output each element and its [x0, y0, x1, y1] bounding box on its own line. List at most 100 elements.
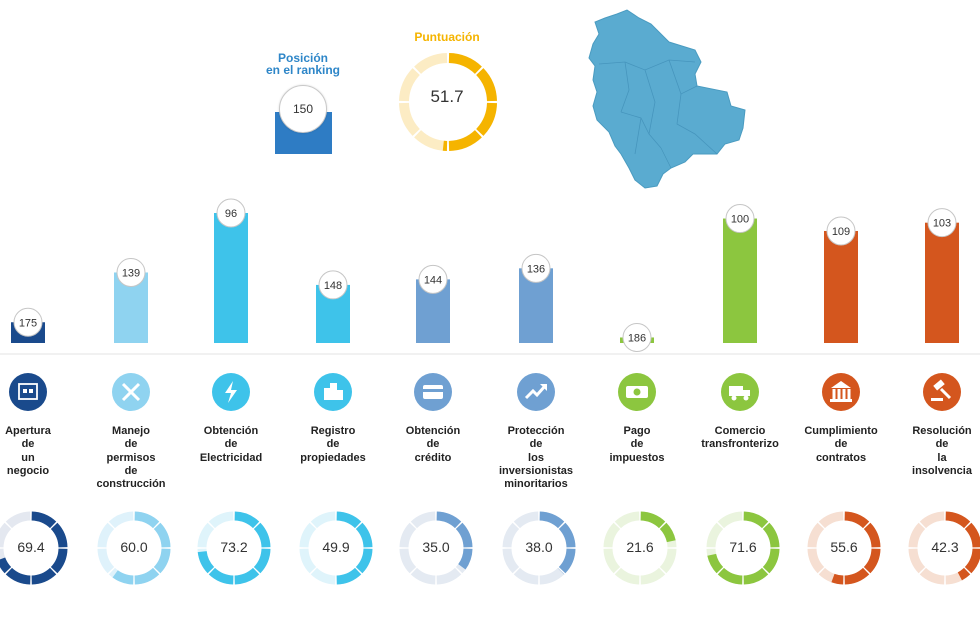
indicator-donut-value-arc: [458, 548, 473, 570]
indicator-label-line: propiedades: [300, 451, 366, 464]
score-donut: [197, 511, 271, 585]
indicator-donut-value-arc: [717, 567, 743, 585]
indicator-label-line: de: [834, 438, 848, 451]
score-donut: [399, 53, 497, 151]
indicator-donut-track-segment: [299, 522, 317, 548]
indicator-donut-track-segment: [410, 567, 436, 585]
rank-badge: 175: [13, 307, 43, 337]
score-value-label: 73.2: [220, 539, 248, 555]
rank-badge: 150: [279, 85, 327, 133]
trend-chart-icon: [517, 373, 555, 411]
indicator-donut-value-arc: [863, 522, 881, 548]
indicator-donut-track-segment: [908, 548, 926, 574]
rank-bar: [925, 222, 959, 343]
indicator-label-line: transfronterizo: [701, 438, 779, 451]
indicator-donut-value-arc: [743, 511, 769, 529]
indicator-label-line: Apertura: [5, 425, 51, 437]
score-donut-value-arc: [476, 102, 497, 136]
rank-value-label: 136: [527, 263, 545, 275]
indicator-label-line: insolvencia: [912, 464, 972, 477]
indicator-donut-track-segment: [603, 548, 621, 574]
score-value-label: 42.3: [931, 539, 959, 555]
indicator-donut-value-arc: [134, 567, 160, 585]
indicator-label-line: de: [935, 438, 949, 451]
score-donut: [399, 511, 473, 585]
indicator-label: Comercio transfronterizo: [692, 425, 788, 452]
indicator-donut-value-arc: [336, 567, 362, 585]
indicator-donut-track-segment: [659, 548, 677, 574]
rank-badge: 136: [521, 253, 551, 283]
indicator-donut-value-arc: [134, 511, 160, 529]
indicator-donut-value-arc: [112, 570, 134, 585]
rank-badge: 139: [116, 257, 146, 287]
indicator-donut-value-arc: [31, 567, 57, 585]
indicator-label-line: de: [21, 438, 35, 451]
indicator-label-line: de: [630, 438, 644, 451]
score-donut-value-arc: [476, 68, 497, 102]
indicator-donut-track-segment: [0, 522, 12, 548]
indicator-donut-value-arc: [558, 522, 576, 548]
rank-value-label: 103: [933, 218, 951, 230]
score-value-label: 49.9: [322, 539, 350, 555]
credit-card-icon: [414, 373, 452, 411]
score-donut-track-segment: [399, 102, 420, 136]
indicator-donut-track-segment: [807, 548, 825, 574]
indicator-donut-value-arc: [558, 548, 576, 574]
indicator-donut-track-segment: [436, 567, 462, 585]
truck-icon: [721, 373, 759, 411]
rank-value-label: 139: [122, 267, 140, 279]
rank-title-line2: en el ranking: [265, 63, 341, 77]
score-value-label: 60.0: [120, 539, 148, 555]
indicator-donut-value-arc: [964, 548, 980, 574]
indicator-label: Cumplimiento de contratos: [793, 425, 889, 465]
indicator-donut-value-arc: [50, 522, 68, 548]
indicator-donut-value-arc: [234, 567, 260, 585]
indicator-label-line: de: [224, 438, 238, 451]
score-donut: [502, 511, 576, 585]
indicator-donut-value-arc: [762, 522, 780, 548]
indicator-label-line: de: [124, 464, 138, 477]
indicator-label-line: Resolución: [912, 425, 972, 437]
indicator-label-line: inversionistas: [499, 464, 573, 477]
indicator-donut-value-arc: [234, 511, 260, 529]
rank-badge: 100: [725, 204, 755, 234]
indicator-donut-track-segment: [919, 511, 945, 529]
indicator-donut-value-arc: [863, 548, 881, 574]
score-value-label: 21.6: [626, 539, 654, 555]
indicator-donut-value-arc: [153, 522, 171, 548]
courthouse-icon: [822, 373, 860, 411]
indicator-donut-value-arc: [707, 553, 724, 574]
indicator-donut-track-segment: [539, 567, 565, 585]
indicator-donut-track-segment: [97, 548, 115, 574]
indicator-donut-track-segment: [919, 567, 945, 585]
rank-value-label: 96: [225, 208, 237, 220]
indicator-label-line: permisos: [106, 451, 156, 464]
indicator-label-line: la: [937, 451, 947, 464]
indicator-donut-track-segment: [502, 548, 520, 574]
indicator-label-line: negocio: [6, 464, 50, 477]
indicator-label: Resolución de la insolvencia: [894, 425, 980, 478]
indicator-donut-track-segment: [197, 522, 215, 548]
indicator-donut-track-segment: [5, 511, 31, 529]
indicator-donut-value-arc: [355, 548, 373, 574]
score-donut-value-arc: [448, 53, 482, 74]
indicator-donut-value-arc: [0, 557, 12, 574]
indicator-label-line: de: [529, 438, 543, 451]
indicator-label-line: Obtención: [203, 425, 259, 437]
indicator-label-line: crédito: [414, 451, 452, 464]
rank-value-label: 148: [324, 280, 342, 292]
indicator-donut-track-segment: [603, 522, 621, 548]
bolivia-map: [588, 9, 746, 189]
indicator-donut-value-arc: [253, 548, 271, 574]
indicator-label-line: construcción: [96, 478, 166, 491]
indicator-donut-value-arc: [743, 567, 769, 585]
gavel-icon: [923, 373, 961, 411]
score-donut-track-segment: [399, 68, 420, 102]
indicator-donut-value-arc: [945, 511, 971, 529]
indicator-label-line: Comercio: [714, 425, 766, 437]
score-title: Puntuación: [414, 30, 480, 44]
tools-icon: [112, 373, 150, 411]
indicator-label-line: un: [21, 451, 35, 464]
indicator-donut-track-segment: [310, 511, 336, 529]
rank-title: Posición en el ranking: [248, 52, 358, 76]
